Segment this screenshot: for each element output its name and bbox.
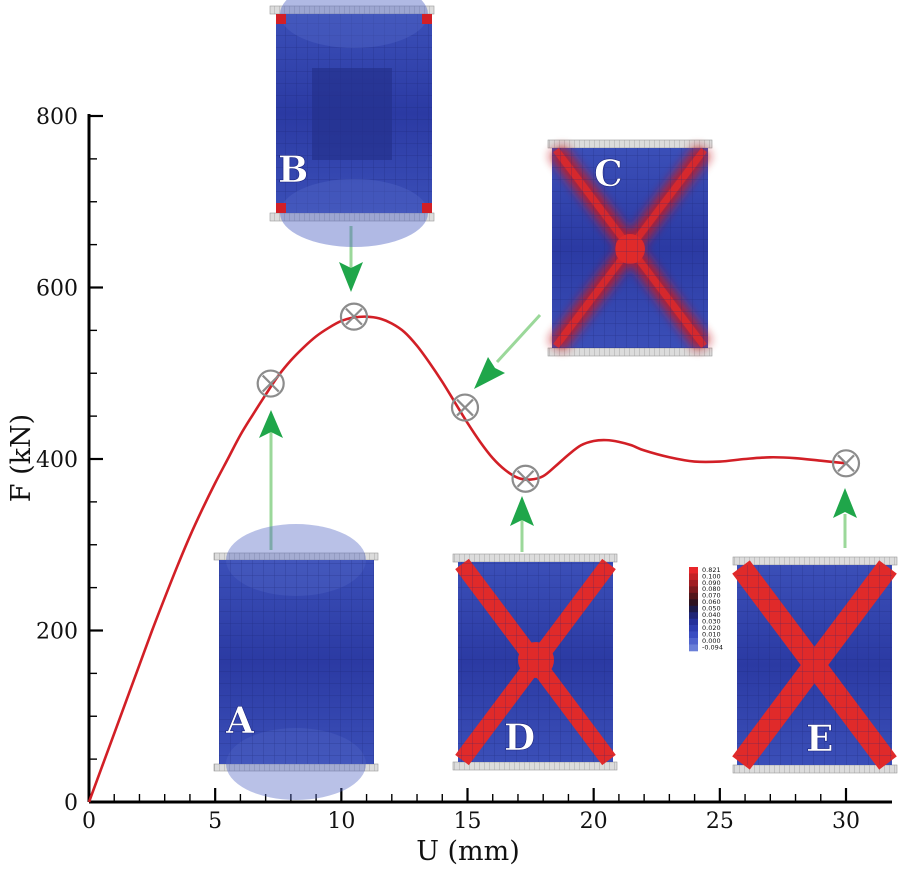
arrow-e-head [833,488,857,518]
legend-swatch [689,599,698,607]
legend-label: 0.090 [702,579,721,587]
marker-circle-x [339,302,369,331]
y-axis-title: F (kN) [6,414,37,502]
legend-swatch [689,625,698,632]
panel-c-label: C [594,153,623,195]
legend-label: 0.821 [702,566,721,574]
marker-cross [837,454,855,473]
legend-swatch [689,618,698,626]
arrows [259,226,857,552]
legend-label: 0.000 [702,637,721,645]
y-ticks [89,114,103,804]
legend-swatch [689,573,698,581]
x-tick-label: 5 [208,809,222,834]
x-tick-label: 30 [832,809,860,834]
marker-ring [339,302,369,331]
panel-c: C [547,139,713,357]
legend-label: 0.050 [702,605,721,613]
arrow-a-head [259,410,283,438]
panel-a: A [213,524,379,800]
marker-cross [456,398,474,417]
x-tick-labels: 0 5 10 15 20 25 30 [82,809,860,834]
legend-label: 0.040 [702,611,721,619]
arrow-b-head [339,262,363,292]
marker-circle-x [256,369,285,398]
panel-e-label: E [806,718,833,760]
legend-swatch [689,567,698,574]
legend-swatch [689,644,698,652]
marker-cross [261,374,280,393]
arrow-d-head [510,496,534,526]
marker-circle-x [511,464,540,493]
marker-cross [516,469,535,488]
legend-swatch [689,586,698,594]
arrow-c-head [474,357,505,389]
panel-d: D [452,553,618,771]
legend-label: 0.100 [702,572,721,580]
legend-label: 0.010 [702,630,721,638]
legend-swatch [689,638,698,645]
marker-circle-x [450,393,480,422]
legend-swatch [689,579,698,587]
legend-label: 0.060 [702,598,721,606]
curve-markers [256,302,861,493]
x-tick-label: 10 [327,809,355,834]
axes: 0 5 10 15 20 25 30 0 200 400 600 800 [36,105,892,834]
legend-label: -0.094 [702,643,723,651]
x-tick-label: 0 [82,809,96,834]
legend-label: 0.020 [702,624,721,632]
legend-swatch [689,612,698,619]
marker-ring [511,464,540,493]
x-axis-title: U (mm) [416,836,520,867]
legend-swatch [689,631,698,639]
legend-label: 0.030 [702,618,721,626]
marker-circle-x [831,449,861,478]
legend-swatch [689,605,698,613]
y-tick-label: 400 [36,448,78,473]
marker-ring [831,449,861,478]
marker-cross [345,307,363,326]
load-curve [87,315,847,803]
panel-b: B [269,0,435,247]
panel-a-label: A [225,700,255,742]
x-tick-label: 20 [580,809,608,834]
panel-d-label: D [504,717,535,759]
x-tick-label: 25 [706,809,734,834]
color-legend: 0.8210.1000.0900.0800.0700.0600.0500.040… [689,566,723,652]
panel-b-label: B [278,149,308,191]
marker-ring [256,369,285,398]
y-tick-label: 200 [36,620,78,645]
panel-e: E [732,556,898,774]
marker-ring [450,393,480,422]
x-ticks [87,788,848,802]
y-tick-label: 600 [36,277,78,302]
y-tick-label: 0 [64,791,78,816]
x-tick-label: 15 [454,809,482,834]
legend-swatch [689,592,698,600]
y-tick-label: 800 [36,105,78,130]
legend-label: 0.070 [702,592,721,600]
arrow-c [495,313,542,364]
legend-label: 0.080 [702,585,721,593]
y-tick-labels: 0 200 400 600 800 [36,105,78,816]
